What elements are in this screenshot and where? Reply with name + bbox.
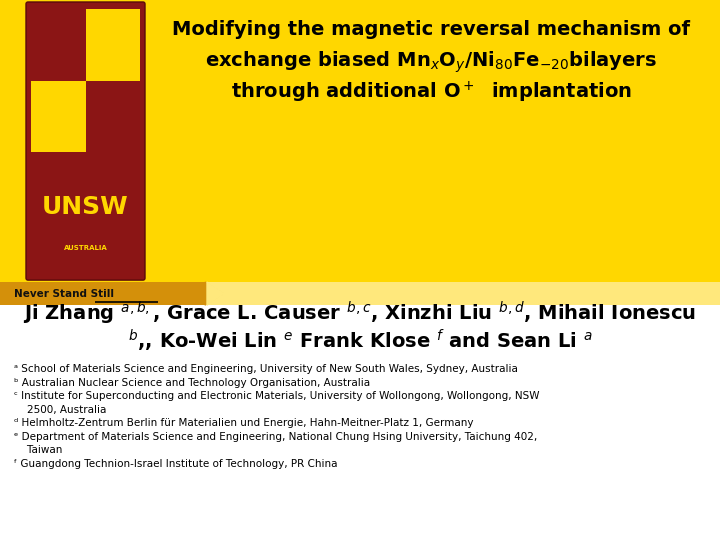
Text: Ji Zhang $^{a,b,}$, Grace L. Causer $^{b,c}$, Xinzhi Liu $^{b,d}$, Mihail Ionesc: Ji Zhang $^{a,b,}$, Grace L. Causer $^{b… xyxy=(24,300,696,327)
Text: ᵇ Australian Nuclear Science and Technology Organisation, Australia: ᵇ Australian Nuclear Science and Technol… xyxy=(14,377,370,388)
Bar xyxy=(205,282,720,305)
Text: exchange biased Mn$_x$O$_y$/Ni$_{80}$Fe$_{-20}$bilayers: exchange biased Mn$_x$O$_y$/Ni$_{80}$Fe$… xyxy=(205,50,657,76)
Text: UNSW: UNSW xyxy=(42,195,129,219)
Text: Modifying the magnetic reversal mechanism of: Modifying the magnetic reversal mechanis… xyxy=(173,20,690,39)
Text: $^b$,, Ko-Wei Lin $^e$ Frank Klose $^f$ and Sean Li $^a$: $^b$,, Ko-Wei Lin $^e$ Frank Klose $^f$ … xyxy=(127,328,593,354)
Text: through additional O$^+$  implantation: through additional O$^+$ implantation xyxy=(231,80,632,105)
Polygon shape xyxy=(205,282,223,305)
Bar xyxy=(86,81,140,152)
FancyBboxPatch shape xyxy=(26,2,145,280)
Text: ᵃ School of Materials Science and Engineering, University of New South Wales, Sy: ᵃ School of Materials Science and Engine… xyxy=(14,364,518,374)
Bar xyxy=(0,0,720,305)
Text: ᵈ Helmholtz-Zentrum Berlin für Materialien und Energie, Hahn-Meitner-Platz 1, Ge: ᵈ Helmholtz-Zentrum Berlin für Materiali… xyxy=(14,418,474,428)
Text: 2500, Australia: 2500, Australia xyxy=(14,404,107,415)
Text: ᵉ Department of Materials Science and Engineering, National Chung Hsing Universi: ᵉ Department of Materials Science and En… xyxy=(14,431,537,442)
Text: Never Stand Still: Never Stand Still xyxy=(14,288,114,299)
Text: ᶜ Institute for Superconducting and Electronic Materials, University of Wollongo: ᶜ Institute for Superconducting and Elec… xyxy=(14,391,539,401)
Bar xyxy=(0,282,720,540)
Text: ᶠ Guangdong Technion-Israel Institute of Technology, PR China: ᶠ Guangdong Technion-Israel Institute of… xyxy=(14,458,338,469)
Text: AUSTRALIA: AUSTRALIA xyxy=(63,245,107,251)
Bar xyxy=(31,10,86,81)
Bar xyxy=(0,282,205,305)
Polygon shape xyxy=(207,282,225,305)
Text: Taiwan: Taiwan xyxy=(14,445,63,455)
Bar xyxy=(31,10,140,152)
